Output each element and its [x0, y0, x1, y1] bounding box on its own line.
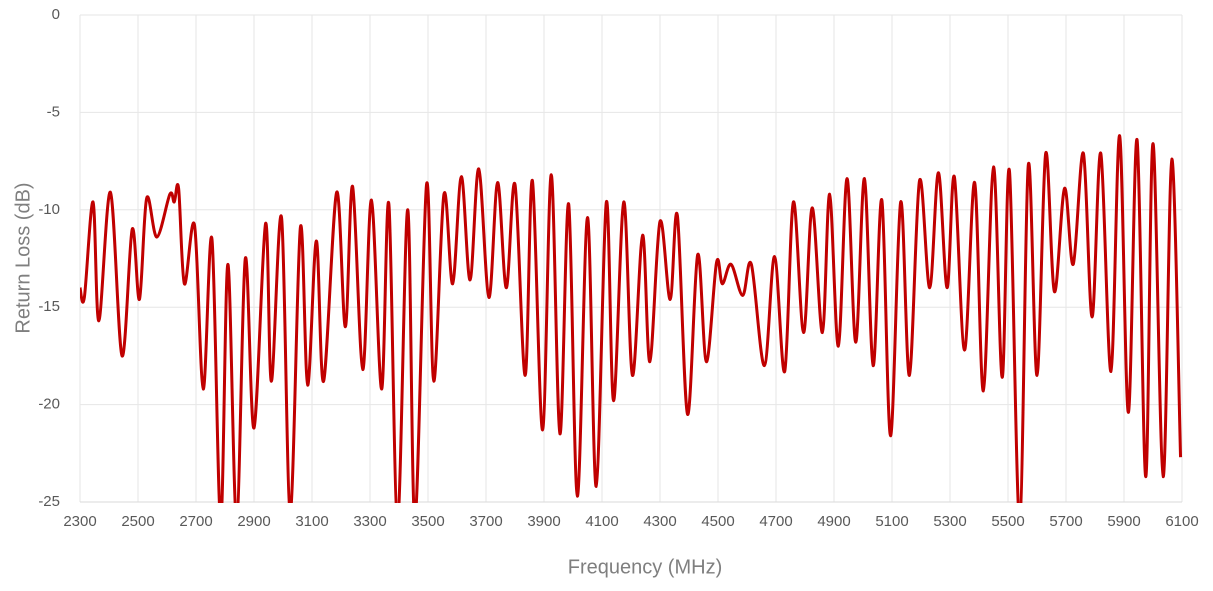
y-tick-label: 0 [52, 6, 60, 23]
y-tick-label: -5 [47, 103, 60, 120]
x-tick-label: 5100 [875, 513, 908, 530]
x-tick-label: 5700 [1049, 513, 1082, 530]
x-tick-label: 3900 [527, 513, 560, 530]
x-tick-label: 4300 [643, 513, 676, 530]
x-tick-label: 4100 [585, 513, 618, 530]
data-line [80, 134, 1183, 503]
x-tick-label: 3300 [353, 513, 386, 530]
x-tick-label: 3100 [295, 513, 328, 530]
x-axis-title: Frequency (MHz) [568, 556, 722, 578]
x-tick-label: 3500 [411, 513, 444, 530]
x-tick-label: 4500 [701, 513, 734, 530]
x-tick-label: 4900 [817, 513, 850, 530]
y-tick-label: -10 [38, 201, 60, 218]
x-tick-label: 2900 [237, 513, 270, 530]
x-tick-label: 2300 [63, 513, 96, 530]
x-tick-label: 5500 [991, 513, 1024, 530]
x-tick-label: 2700 [179, 513, 212, 530]
y-tick-label: -25 [38, 493, 60, 510]
x-tick-label: 4700 [759, 513, 792, 530]
x-tick-label: 3700 [469, 513, 502, 530]
x-tick-label: 2500 [121, 513, 154, 530]
y-tick-label: -20 [38, 396, 60, 413]
x-tick-label: 5300 [933, 513, 966, 530]
x-tick-label: 6100 [1165, 513, 1198, 530]
y-tick-label: -15 [38, 298, 60, 315]
y-axis-title: Return Loss (dB) [12, 182, 34, 333]
plot-area [80, 134, 1183, 503]
x-tick-label: 5900 [1107, 513, 1140, 530]
